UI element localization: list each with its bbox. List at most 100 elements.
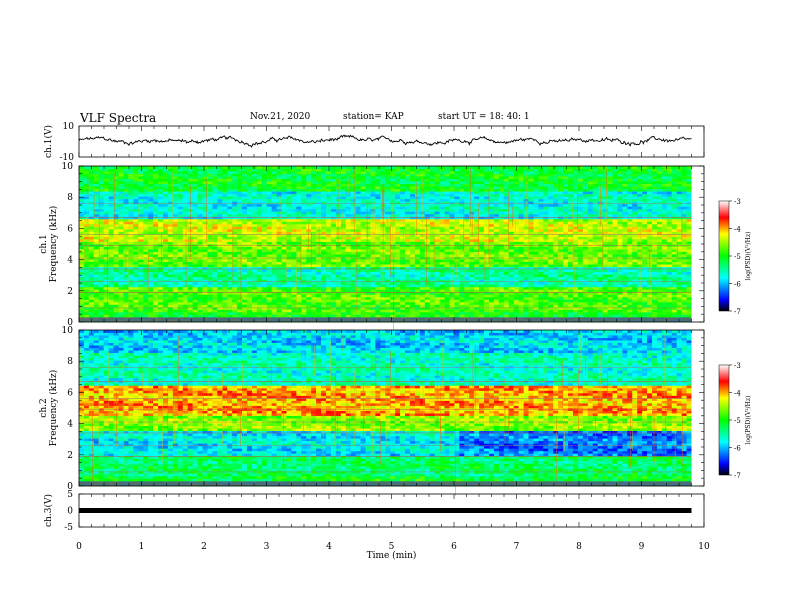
ch1-spectrogram-cell xyxy=(592,259,599,263)
ch1-spectrogram-cell xyxy=(419,269,426,273)
ch1-spectrogram-cell xyxy=(187,311,194,315)
ch1-spectrogram-cell xyxy=(251,281,258,285)
ch1-spectrogram-cell xyxy=(474,306,480,310)
ch1-spectrogram-cell xyxy=(316,259,322,263)
ch1-spectrogram-cell xyxy=(439,279,445,283)
ch1-spectrogram-cell xyxy=(172,284,179,288)
ch1-spectrogram-cell xyxy=(498,259,505,263)
ch1-spectrogram-cell xyxy=(227,226,233,230)
ch1-spectrogram-cell xyxy=(523,261,529,265)
ch1-spectrogram-cell xyxy=(543,301,549,305)
ch1-spectrogram-cell xyxy=(548,241,554,245)
ch1-spectrogram-cell xyxy=(301,233,307,237)
ch1-spectrogram-cell xyxy=(563,306,569,310)
ch1-spectrogram-cell xyxy=(469,306,475,310)
ch1-spectrogram-cell xyxy=(444,306,450,310)
ch1-spectrogram-cell xyxy=(182,286,189,290)
ch1-spectrogram-cell xyxy=(360,254,366,257)
ch1-spectrogram-cell xyxy=(587,309,594,313)
ch1-spectrogram-cell xyxy=(666,309,673,313)
ch1-ylabel: ch.1(V) xyxy=(43,125,54,158)
ch1-spectrogram-cell xyxy=(493,236,500,240)
ch1-spectrogram-cell xyxy=(666,231,673,235)
ch1-spectrogram-cell xyxy=(256,299,263,303)
ch1-spectrogram-cell xyxy=(286,284,292,288)
ch1-spectrogram-cell xyxy=(405,223,411,227)
ch1-spectrogram-cell xyxy=(232,241,238,245)
ch1-spectrogram-cell xyxy=(647,246,653,250)
ch1-spectrogram-cell xyxy=(222,314,228,318)
ch1-spectrogram-cell xyxy=(222,311,228,315)
ch1-spectrogram-cell xyxy=(128,306,134,310)
ch1-spectrogram-cell xyxy=(345,266,352,270)
ch1-spectrogram-cell xyxy=(429,241,436,245)
ch1-spectrogram-cell xyxy=(651,261,658,265)
ch1-spectrogram-cell xyxy=(153,231,159,235)
ch1-spectrogram-cell xyxy=(158,236,164,240)
ch1-spectrogram-cell xyxy=(360,261,366,265)
ch1-spectrogram-cell xyxy=(454,249,460,252)
ch1-spectrogram-cell xyxy=(627,301,633,305)
ch1-spectrogram-cell xyxy=(484,226,490,230)
ch1-spectrogram-cell xyxy=(148,286,154,290)
ch1-spectrogram-cell xyxy=(424,276,431,280)
ch1-spectrogram-cell xyxy=(454,286,460,290)
ch1-spectrogram-cell xyxy=(493,286,500,290)
ch1-spectrogram-cell xyxy=(217,254,223,257)
ch1-spectrogram-cell xyxy=(661,309,668,313)
ch1-spectrogram-cell xyxy=(686,294,692,298)
ch1-spectrogram-cell xyxy=(474,269,480,273)
ch1-spectrogram-cell xyxy=(360,284,366,288)
ch1-spectrogram-cell xyxy=(251,238,258,242)
ch1-spectrogram-cell xyxy=(237,314,243,318)
ch1-spectrogram-cell xyxy=(217,223,223,227)
ch1-spectrogram-cell xyxy=(242,254,248,257)
ch1-spectrogram-cell xyxy=(296,249,302,252)
ch1-spectrogram-cell xyxy=(484,236,490,240)
ch1-spectrogram-cell xyxy=(582,246,589,250)
ch1-spectrogram-cell xyxy=(311,264,317,268)
ch1-spectrogram-cell xyxy=(627,269,633,273)
ch1-spectrogram-cell xyxy=(498,226,505,230)
ch1-spectrogram-cell xyxy=(533,269,539,273)
ch1-spectrogram-cell xyxy=(582,266,589,270)
ch1-spectrogram-cell xyxy=(345,226,352,230)
ch1-spectrogram-cell xyxy=(582,279,589,283)
ch1-spectrogram-cell xyxy=(222,291,228,295)
ch1-spectrogram-cell xyxy=(207,286,213,290)
ch1-spectrogram-cell xyxy=(153,276,159,280)
ch1-spectrogram-cell xyxy=(577,254,584,257)
ch1-spectrogram-cell xyxy=(311,299,317,303)
ch1-spectrogram-cell xyxy=(533,236,539,240)
ch1-spectrogram-cell xyxy=(444,249,450,252)
ch1-spectrogram-cell xyxy=(370,286,376,290)
ch1-spectrogram-cell xyxy=(172,286,179,290)
ch1-spectrogram-cell xyxy=(83,241,90,245)
ch1-spectrogram-cell xyxy=(365,289,371,293)
ch1-spectrogram-cell xyxy=(409,264,416,268)
ch1-spectrogram-cell xyxy=(666,266,673,270)
ch1-spectrogram-cell xyxy=(222,294,228,298)
ch1-spectrogram-cell xyxy=(513,261,520,265)
ch1-spectrogram-cell xyxy=(93,274,100,278)
ch1-spectrogram-cell xyxy=(523,314,529,318)
ch1-spectrogram-cell xyxy=(671,296,678,300)
ch1-spectrogram-cell xyxy=(469,299,475,303)
ch1-spectrogram-cell xyxy=(167,261,174,265)
ch1-spectrogram-cell xyxy=(686,274,692,278)
ch1-spectrogram-cell xyxy=(395,314,401,318)
ch1-spectrogram-cell xyxy=(414,306,421,310)
ch1-spectrogram-cell xyxy=(429,274,436,278)
ch1-spectrogram-cell xyxy=(405,299,411,303)
ch1-spectrogram-cell xyxy=(350,233,357,237)
ch1-spectrogram-cell xyxy=(548,271,554,275)
ch1-spectrogram-cell xyxy=(449,241,455,245)
ch1-spectrogram-cell xyxy=(523,259,529,263)
ch1-spectrogram-cell xyxy=(133,236,139,240)
ch1-spectrogram-cell xyxy=(498,291,505,295)
ch1-spectrogram-cell xyxy=(400,264,406,268)
ch1-spectrogram-cell xyxy=(217,306,223,310)
ch1-spectrogram-cell xyxy=(538,233,544,237)
ch1-spectrogram-cell xyxy=(118,246,124,250)
ch1-spectrogram-cell xyxy=(498,284,505,288)
